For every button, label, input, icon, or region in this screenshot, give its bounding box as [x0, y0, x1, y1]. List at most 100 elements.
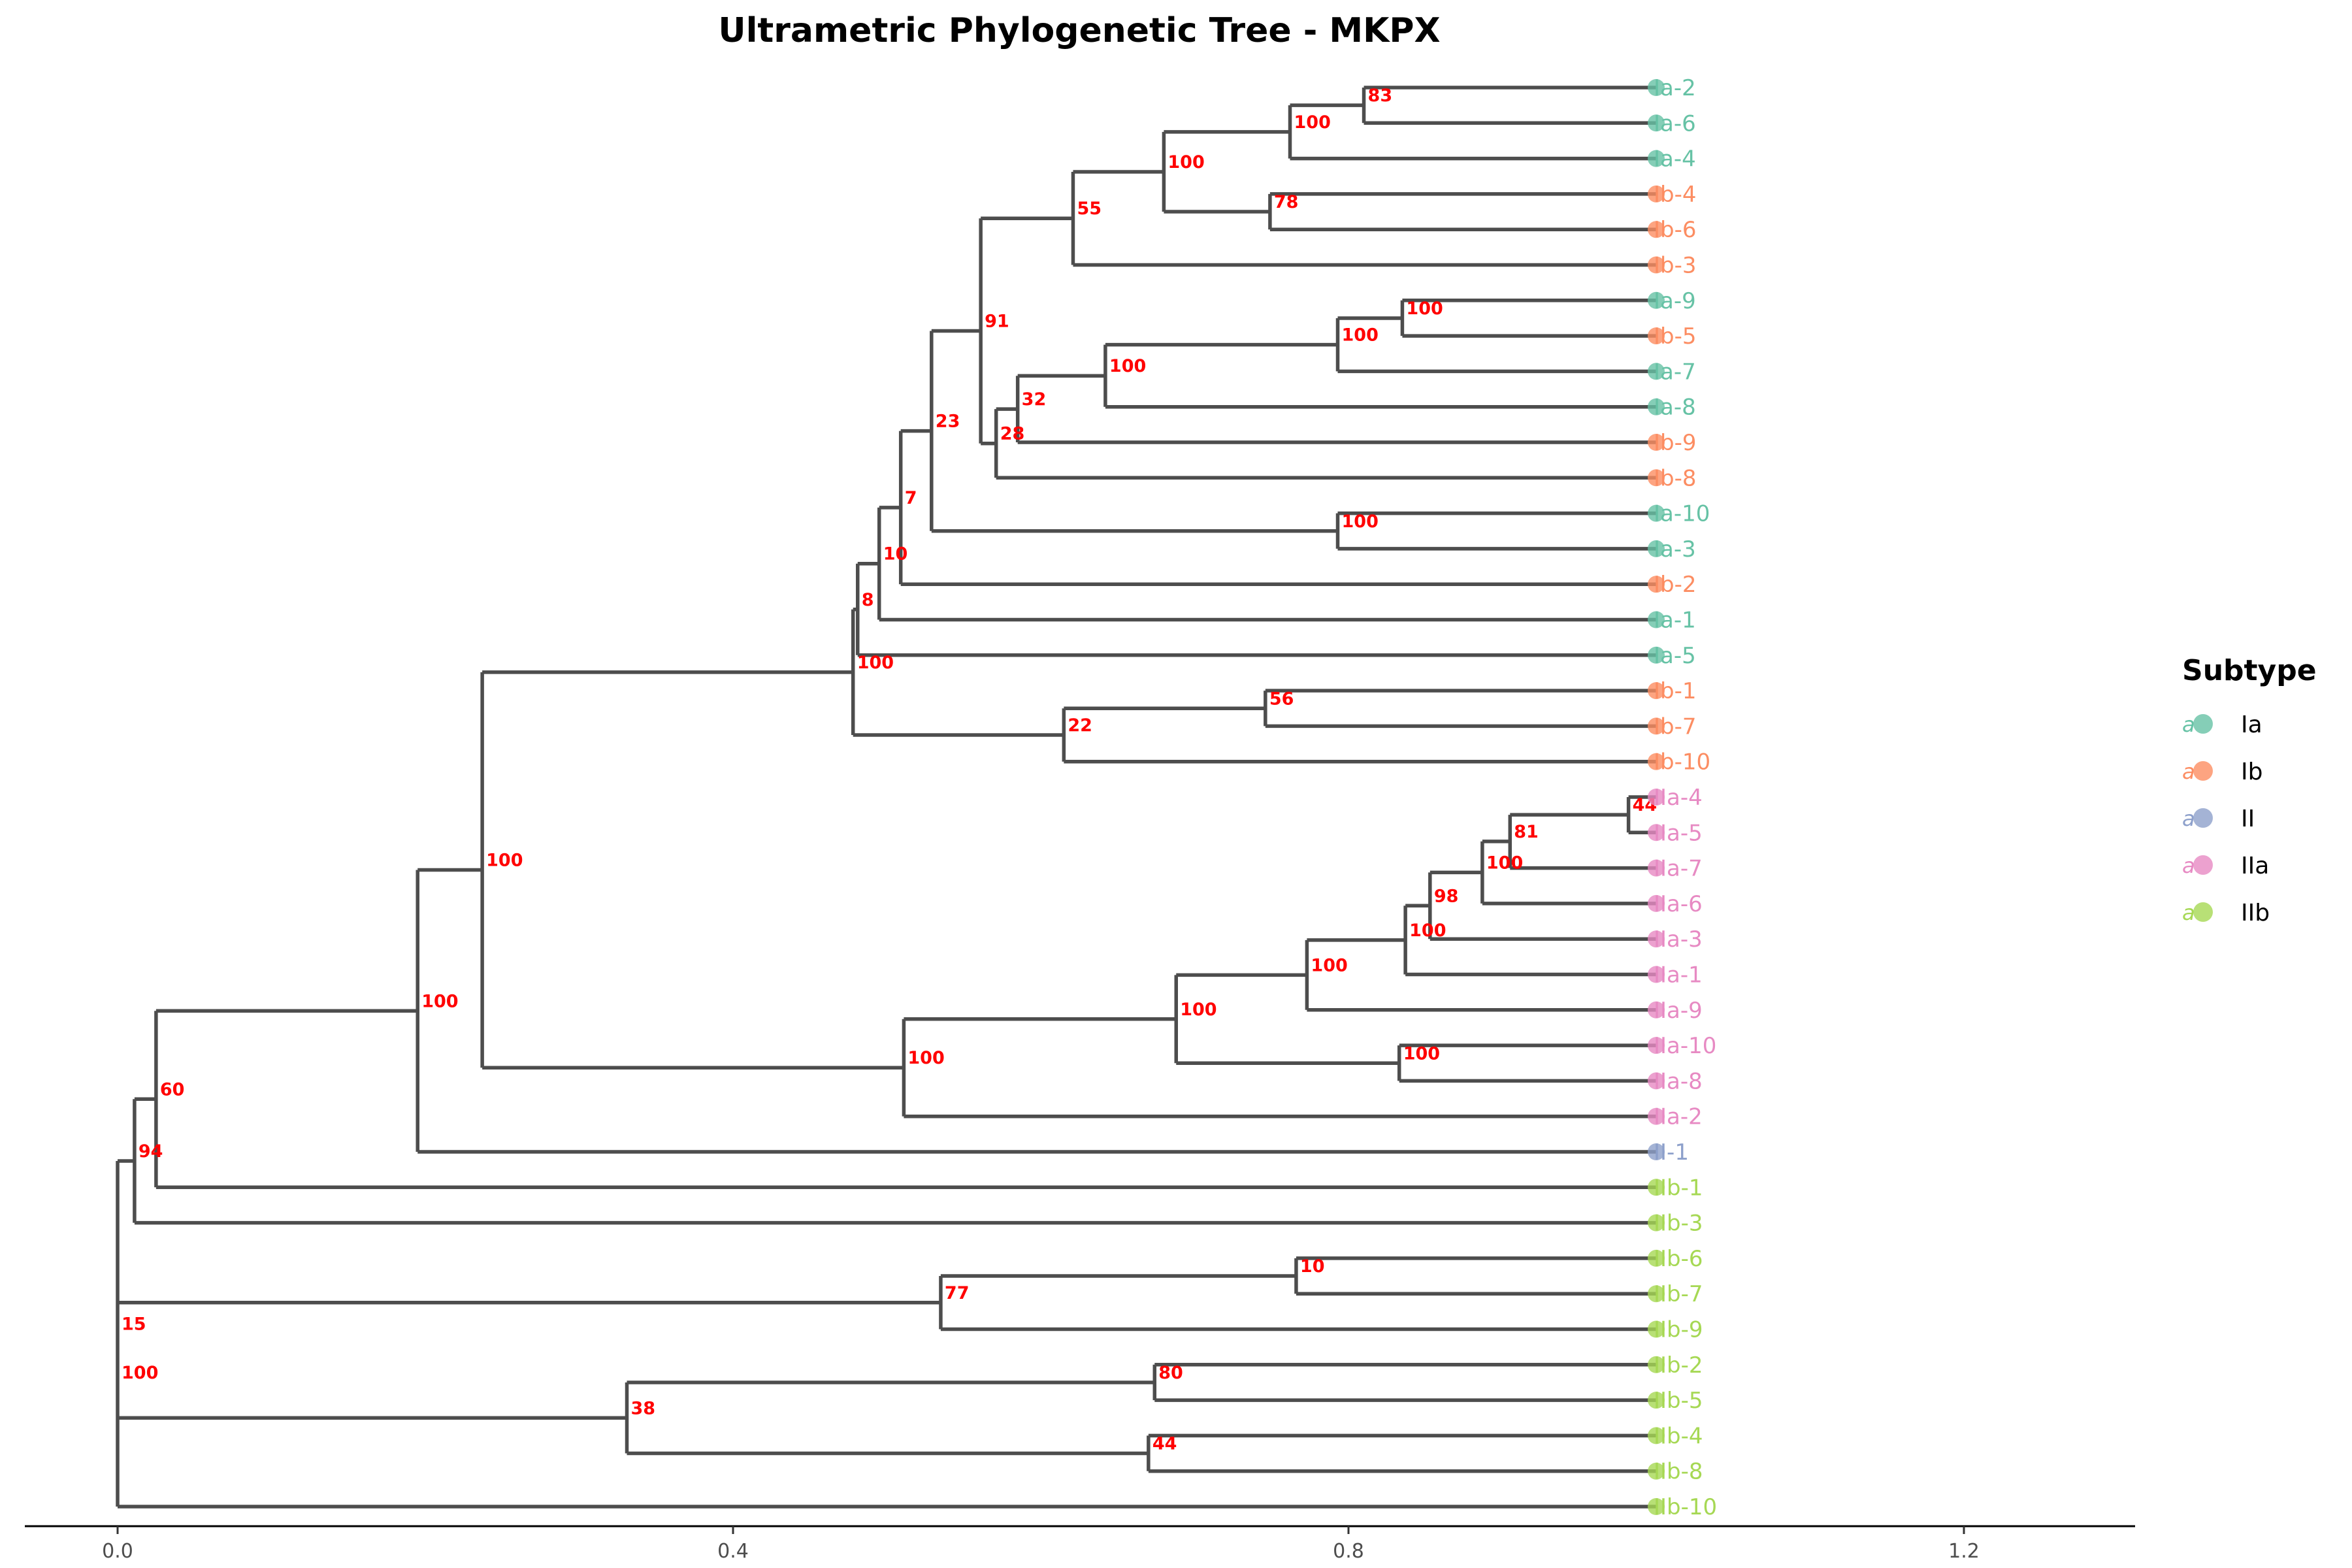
tree-branches [116, 86, 1656, 1509]
legend-key-point [2193, 761, 2213, 781]
tip-point [1648, 1143, 1665, 1160]
tip-point [1648, 540, 1665, 557]
tip-point [1648, 327, 1665, 345]
bootstrap-value: 100 [486, 851, 523, 871]
bootstrap-value: 32 [1022, 389, 1047, 410]
tip-label: IIa-1 [1654, 962, 1703, 988]
bootstrap-value: 38 [631, 1398, 656, 1418]
bootstrap-labels: 83 100 78 100 55 100 100 100 32 28 91 100 23 7 10 8 56 22… [122, 86, 1657, 1454]
tip-label: IIa-6 [1654, 891, 1703, 917]
tip-label: Ia-10 [1654, 501, 1710, 527]
tip-point [1648, 363, 1665, 380]
tip-label: IIa-8 [1654, 1068, 1703, 1094]
bootstrap-value: 77 [945, 1283, 970, 1303]
tip-point [1648, 185, 1665, 203]
tip-point [1648, 1072, 1665, 1090]
figure-title: Ultrametric Phylogenetic Tree - MKPX [718, 11, 1440, 50]
legend-key-point [2193, 808, 2213, 828]
tree-tips: Ia-2 Ia-6 Ia-4 Ib-4 Ib-6 Ib-3 Ia-9 Ib-5 Ia-7 Ia-8… [1648, 75, 1717, 1520]
tip-label: Ia-5 [1654, 643, 1696, 669]
tip-label: II-1 [1654, 1139, 1689, 1166]
tip-label: IIa-7 [1654, 856, 1703, 882]
tip-label: IIb-4 [1654, 1423, 1703, 1449]
tip-point [1648, 221, 1665, 238]
bootstrap-value: 23 [936, 412, 960, 432]
bootstrap-value: 60 [160, 1079, 185, 1100]
tip-point [1648, 611, 1665, 629]
tip-point [1648, 1320, 1665, 1338]
bootstrap-value: 100 [1168, 152, 1204, 172]
bootstrap-value: 83 [1368, 86, 1393, 106]
bootstrap-value: 94 [139, 1141, 163, 1162]
legend-key-glyph: a [2182, 712, 2195, 737]
tip-point [1648, 434, 1665, 451]
tip-label: Ia-6 [1654, 110, 1696, 137]
tip-label: Ib-9 [1654, 430, 1697, 456]
tip-label: Ia-2 [1654, 75, 1696, 101]
bootstrap-value: 100 [421, 991, 458, 1011]
tip-point [1648, 930, 1665, 948]
bootstrap-value: 100 [1403, 1043, 1440, 1064]
x-axis-tick-label: 1.2 [1948, 1540, 1980, 1563]
tip-point [1648, 504, 1665, 522]
bootstrap-value: 10 [1300, 1256, 1325, 1277]
tip-label: Ib-3 [1654, 253, 1697, 279]
legend-title: Subtype [2182, 654, 2317, 687]
tip-label: IIb-8 [1654, 1459, 1703, 1485]
tip-point [1648, 1356, 1665, 1373]
tip-label: IIb-1 [1654, 1175, 1703, 1201]
tip-point [1648, 1037, 1665, 1054]
bootstrap-value: 8 [862, 590, 874, 610]
legend-key-point [2193, 714, 2213, 734]
tip-label: Ia-3 [1654, 536, 1696, 563]
tip-label: Ib-5 [1654, 323, 1697, 350]
tip-label: Ia-8 [1654, 395, 1696, 421]
tip-point [1648, 256, 1665, 274]
tip-point [1648, 717, 1665, 735]
bootstrap-value: 80 [1158, 1363, 1183, 1383]
tip-point [1648, 682, 1665, 700]
bootstrap-value: 100 [907, 1048, 944, 1068]
tip-point [1648, 824, 1665, 841]
bootstrap-value: 78 [1274, 192, 1299, 212]
bootstrap-value: 100 [857, 653, 894, 673]
bootstrap-value: 91 [985, 311, 1009, 331]
tip-point [1648, 398, 1665, 416]
bootstrap-value: 7 [905, 488, 917, 508]
legend-key-glyph: a [2182, 853, 2195, 878]
tip-point [1648, 859, 1665, 877]
bootstrap-value: 100 [1409, 921, 1446, 941]
tip-label: IIa-5 [1654, 820, 1703, 846]
tip-label: IIb-3 [1654, 1211, 1703, 1237]
tip-point [1648, 894, 1665, 912]
tip-point [1648, 150, 1665, 167]
tip-point [1648, 1249, 1665, 1267]
bootstrap-value: 22 [1068, 715, 1092, 736]
x-axis-tick-label: 0.0 [102, 1540, 133, 1563]
bootstrap-value: 98 [1434, 886, 1459, 906]
tip-label: IIb-5 [1654, 1388, 1703, 1414]
tip-point [1648, 1001, 1665, 1019]
tip-point [1648, 753, 1665, 770]
bootstrap-value: 100 [1342, 325, 1379, 346]
bootstrap-value: 55 [1077, 199, 1102, 219]
legend-key-point [2193, 855, 2213, 875]
tip-label: Ia-9 [1654, 288, 1696, 314]
tip-label: IIb-2 [1654, 1352, 1703, 1379]
tip-label: IIb-6 [1654, 1246, 1703, 1272]
tip-point [1648, 1107, 1665, 1125]
tip-point [1648, 1392, 1665, 1409]
bootstrap-value: 100 [1311, 955, 1347, 975]
bootstrap-value: 10 [883, 544, 908, 564]
tip-label: IIa-10 [1654, 1033, 1716, 1059]
tip-label: Ia-4 [1654, 146, 1696, 172]
tip-label: IIb-10 [1654, 1494, 1717, 1520]
tip-label: Ib-8 [1654, 465, 1697, 491]
tip-point [1648, 469, 1665, 487]
legend-item-label: II [2241, 806, 2255, 832]
tip-point [1648, 576, 1665, 593]
tip-label: IIa-3 [1654, 926, 1703, 953]
legend-key-point [2193, 902, 2213, 922]
tip-label: IIa-2 [1654, 1104, 1703, 1130]
